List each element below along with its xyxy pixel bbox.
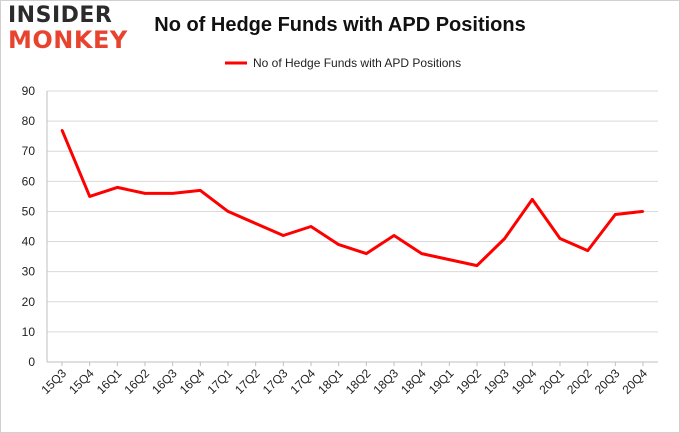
data-point [531, 198, 534, 201]
x-tick-label: 17Q4 [287, 366, 318, 397]
data-point [365, 252, 368, 255]
data-point [88, 195, 91, 198]
y-tick-label: 70 [22, 144, 36, 158]
y-tick-label: 0 [28, 355, 35, 369]
x-tick-label: 19Q1 [426, 366, 457, 397]
data-point [199, 189, 202, 192]
series-line [60, 129, 644, 268]
data-point [503, 237, 506, 240]
data-point [282, 234, 285, 237]
data-point [171, 192, 174, 195]
y-tick-label: 30 [22, 265, 36, 279]
x-tick-label: 15Q4 [66, 366, 97, 397]
logo-line-2: MONKEY [8, 26, 128, 54]
x-tick-label: 20Q4 [619, 366, 650, 397]
y-tick-label: 10 [22, 325, 36, 339]
x-tick-label: 16Q1 [94, 366, 125, 397]
insider-monkey-logo: INSIDER MONKEY [8, 4, 128, 56]
x-tick-label: 15Q3 [38, 366, 69, 397]
data-point [309, 225, 313, 228]
x-tick-label: 18Q4 [398, 366, 429, 397]
legend: No of Hedge Funds with APD Positions [225, 56, 461, 70]
x-tick-label: 16Q2 [121, 366, 152, 397]
x-tick-label: 20Q3 [592, 366, 623, 397]
data-point [226, 210, 230, 213]
x-tick-label: 18Q2 [343, 366, 374, 397]
data-point [475, 264, 479, 267]
y-tick-label: 50 [22, 204, 36, 218]
x-tick-label: 18Q3 [370, 366, 401, 397]
data-point [254, 222, 257, 225]
grid-lines [47, 90, 658, 363]
x-tick-label: 20Q1 [536, 366, 567, 397]
y-tick-label: 40 [22, 235, 36, 249]
data-point [60, 128, 64, 132]
x-tick-label: 19Q4 [509, 366, 540, 397]
x-tick-label: 19Q3 [481, 366, 512, 397]
data-point [337, 243, 340, 246]
data-point [116, 186, 119, 189]
series-layer [60, 128, 645, 268]
data-point [558, 237, 562, 240]
y-tick-label: 80 [22, 114, 36, 128]
x-tick-label: 16Q4 [177, 366, 208, 397]
data-point [614, 213, 617, 216]
x-tick-label: 18Q1 [315, 366, 346, 397]
legend-label: No of Hedge Funds with APD Positions [253, 56, 461, 70]
y-tick-label: 60 [22, 174, 36, 188]
x-tick-label: 20Q2 [564, 366, 595, 397]
x-tick-label: 19Q2 [453, 366, 484, 397]
data-point [420, 252, 423, 255]
chart-title: No of Hedge Funds with APD Positions [154, 14, 526, 36]
y-tick-label: 90 [22, 84, 36, 98]
x-tick-label: 16Q3 [149, 366, 180, 397]
data-point [448, 258, 451, 261]
data-point [143, 192, 147, 195]
data-point [586, 249, 589, 252]
x-tick-label: 17Q1 [204, 366, 235, 397]
data-point [392, 234, 396, 237]
logo-line-1: INSIDER [8, 3, 113, 28]
y-tick-label: 20 [22, 295, 36, 309]
x-tick-label: 17Q3 [260, 366, 291, 397]
data-point [641, 210, 645, 213]
x-tick-label: 17Q2 [232, 366, 263, 397]
tick-labels: 010203040506070809015Q315Q416Q116Q216Q31… [22, 84, 651, 397]
